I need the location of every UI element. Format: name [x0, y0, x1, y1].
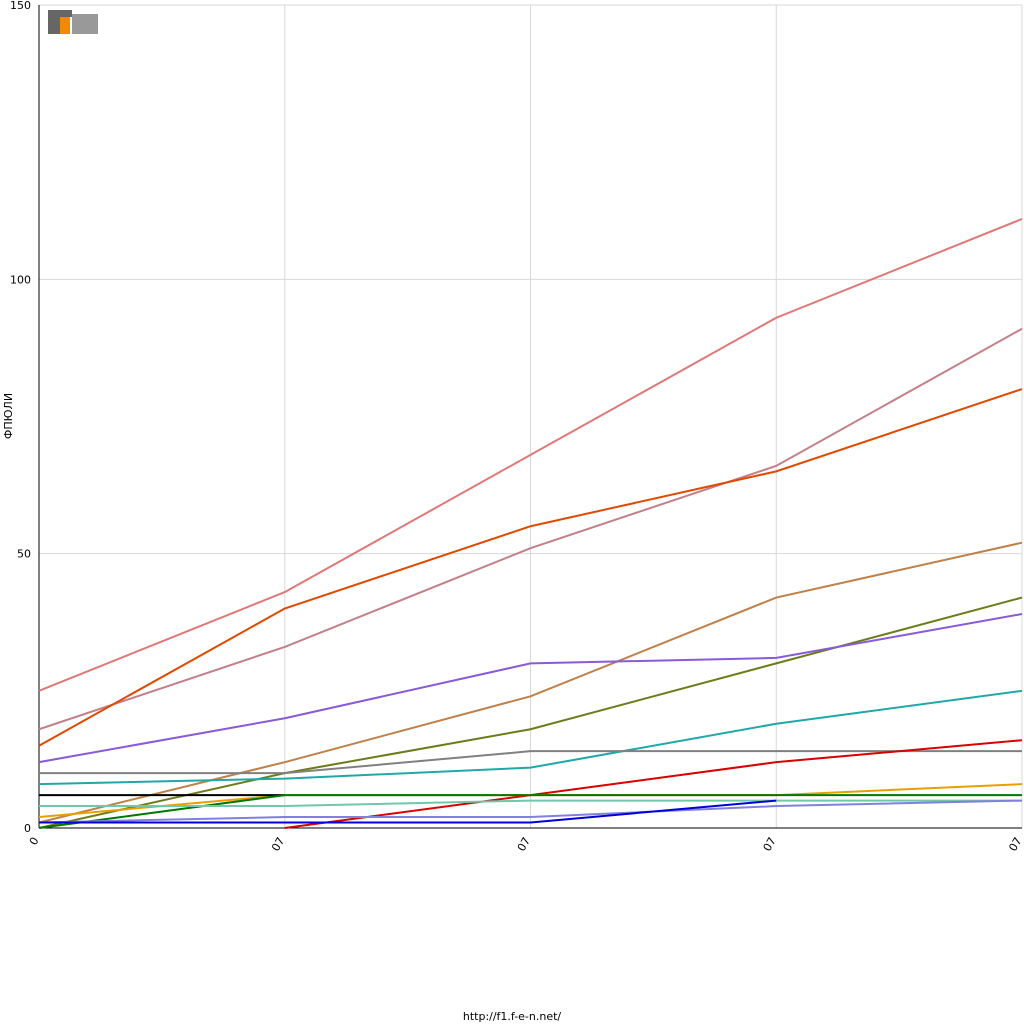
x-tick-label: 07 [761, 835, 779, 854]
y-tick-label: 50 [17, 548, 31, 561]
series-line [284, 739, 1023, 829]
x-tick-label: 07 [1006, 835, 1024, 854]
y-tick-label: 0 [24, 822, 31, 835]
logo [48, 10, 98, 34]
series-line [38, 689, 1023, 786]
series-line [38, 541, 1023, 824]
series-line [39, 799, 1022, 808]
y-axis-label: ФПЮЛИ [2, 393, 15, 439]
series-line [38, 613, 1023, 764]
y-tick-label: 100 [10, 273, 31, 286]
footer: http://f1.f-e-n.net/ [463, 1010, 562, 1023]
y-tick-label: 150 [10, 0, 31, 12]
x-tick-label: 0 [27, 835, 42, 848]
x-tick-label: 07 [515, 835, 533, 854]
series-line [38, 596, 1023, 829]
series-line [38, 327, 1023, 731]
x-tick-label: 07 [269, 835, 287, 854]
series-line [38, 218, 1023, 692]
series-line [38, 799, 1023, 824]
series-line [39, 750, 1022, 775]
series-line [39, 799, 777, 824]
series-line [38, 388, 1023, 747]
